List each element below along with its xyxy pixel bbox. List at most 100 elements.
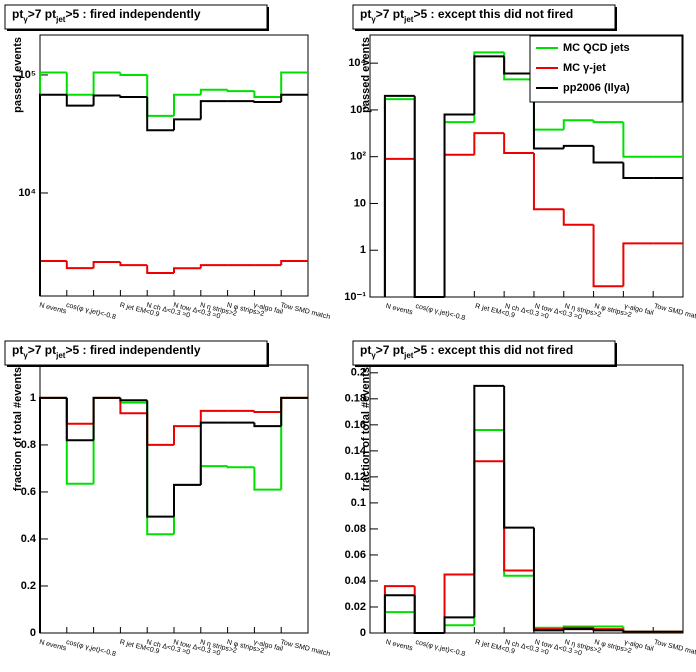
title-text: >7 pt [376, 7, 404, 21]
histogram-bin [503, 133, 534, 154]
title-subscript: γ [371, 351, 376, 360]
histogram-bin [280, 396, 308, 427]
title-text: pt [12, 7, 23, 21]
title-box [4, 340, 268, 366]
histogram-bin [65, 261, 94, 270]
histogram-bin [199, 264, 228, 269]
title-text: >5 : except this did not fired [413, 7, 573, 21]
histogram-bin [226, 466, 255, 469]
histogram-bin [622, 122, 654, 158]
histogram-bin [199, 88, 228, 95]
chart-title: ptγ>7 ptjet>5 : fired independently [12, 7, 201, 24]
title-subscript: γ [23, 15, 28, 24]
title-subscript: jet [55, 351, 66, 360]
y-tick-label: 0 [360, 627, 366, 639]
y-tick-label: 0.02 [345, 601, 366, 613]
histogram-bin [383, 594, 415, 633]
histogram-bin [119, 397, 148, 415]
histogram-bin [146, 97, 174, 132]
histogram-bin [473, 55, 505, 115]
y-tick-label: 0.2 [351, 367, 366, 379]
histogram-bin [119, 95, 148, 99]
y-tick-label: 0.06 [345, 549, 366, 561]
title-box [352, 340, 616, 366]
histogram-bin [173, 267, 201, 273]
y-tick-label: 1 [30, 392, 36, 404]
title-subscript: jet [403, 351, 414, 360]
x-tick-label: N events [385, 303, 414, 317]
histogram-bin [592, 224, 624, 288]
x-tick-label: cos(φ γ,jet)<-0.8 [415, 639, 466, 658]
y-tick-label: 0.08 [345, 523, 366, 535]
y-tick-label: 10² [350, 151, 366, 163]
y-tick-label: 10⁴ [348, 57, 366, 69]
x-tick-label: cos(φ γ,jet)<-0.8 [65, 639, 116, 658]
legend-label: pp2006 (Ilya) [563, 82, 630, 94]
histogram-bin [622, 242, 654, 287]
histogram-bin [199, 421, 228, 485]
histogram-bin [532, 152, 564, 211]
title-text: >5 : fired independently [65, 7, 200, 21]
histogram-bin [280, 93, 308, 102]
y-axis-label: fraction of total #events [360, 367, 372, 491]
histogram-bin [173, 425, 201, 445]
y-tick-label: 0.4 [21, 533, 37, 545]
histogram-bin [226, 89, 255, 93]
histogram-bin [413, 595, 445, 634]
y-tick-label: 10³ [350, 104, 366, 116]
histogram-bin [253, 91, 282, 99]
histogram-bin [119, 397, 148, 402]
title-text: pt [360, 343, 371, 357]
y-tick-label: 10⁻¹ [344, 291, 366, 303]
histogram-bin [503, 56, 534, 75]
y-axis-label: fraction of total #events [12, 367, 24, 491]
x-tick-label: Tow SMD match [280, 302, 331, 321]
histogram-bin [383, 94, 415, 297]
histogram-bin [92, 261, 121, 269]
y-tick-label: 1 [360, 244, 366, 256]
histogram-bin [503, 385, 534, 529]
title-subscript: γ [371, 15, 376, 24]
x-tick-label: cos(φ γ,jet)<-0.8 [415, 303, 466, 322]
y-axis-label: passed events [12, 37, 24, 113]
plot-frame [39, 34, 309, 297]
legend-label: MC γ-jet [563, 62, 606, 74]
x-tick-label: N events [38, 639, 67, 653]
y-tick-label: 0.18 [345, 393, 366, 405]
histogram-bin [146, 265, 174, 274]
y-tick-label: 0.04 [345, 575, 367, 587]
y-tick-label: 0.2 [21, 580, 36, 592]
title-text: pt [12, 343, 23, 357]
histogram-bin [592, 145, 624, 164]
y-axis-label: passed events [360, 37, 372, 113]
histogram-bin [532, 527, 564, 632]
chart-title: ptγ>7 ptjet>5 : except this did not fire… [360, 343, 573, 360]
title-subscript: jet [55, 15, 66, 24]
histogram-bin [443, 573, 475, 633]
histogram-bin [280, 260, 308, 266]
histogram-bin [39, 396, 67, 633]
histogram-bin [443, 113, 475, 297]
y-tick-label: 0 [30, 627, 36, 639]
x-tick-label: Tow SMD match [653, 639, 696, 658]
histogram-bin [39, 93, 67, 296]
chart-title: ptγ>7 ptjet>5 : fired independently [12, 343, 201, 360]
histogram-bin [92, 94, 121, 106]
title-subscript: γ [23, 351, 28, 360]
histogram-bin [622, 630, 654, 633]
histogram-bin [592, 120, 624, 124]
histogram-bin [173, 483, 201, 517]
histogram-bin [562, 209, 594, 226]
x-tick-label: Tow SMD match [653, 303, 696, 322]
histogram-bin [173, 118, 201, 131]
x-tick-label: cos(φ γ,jet)<-0.8 [65, 302, 116, 321]
histogram-bin [119, 262, 148, 267]
histogram-bin [92, 396, 121, 441]
chart-title: ptγ>7 ptjet>5 : except this did not fire… [360, 7, 573, 24]
histogram-bin [280, 71, 308, 98]
y-tick-label: 0.6 [21, 486, 36, 498]
y-tick-label: 0.16 [345, 419, 366, 431]
y-tick-label: 0.8 [21, 439, 36, 451]
title-text: >5 : except this did not fired [413, 343, 573, 357]
